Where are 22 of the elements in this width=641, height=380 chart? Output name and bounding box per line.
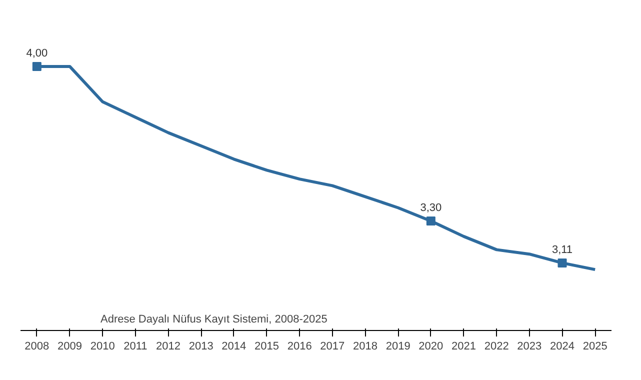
x-tick-label: 2013 <box>188 340 214 352</box>
text: Adrese Dayalı Nüfus Kayıt Sistemi, 2008-2025 <box>100 314 328 326</box>
x-tick-label: 2025 <box>582 340 608 352</box>
x-tick-label: 2017 <box>320 340 345 352</box>
x-tick-label: 2010 <box>90 340 115 352</box>
x-tick-label: 2015 <box>254 340 279 352</box>
data-label: 4,00 <box>26 47 48 60</box>
data-label: 3,30 <box>420 202 442 214</box>
x-tick-label: 2008 <box>24 340 50 352</box>
x-tick-label: 2020 <box>418 340 444 352</box>
x-tick-label: 2014 <box>222 340 246 352</box>
x-tick-label: 2018 <box>353 340 378 352</box>
x-tick-label: 2011 <box>124 340 148 352</box>
x-tick-label: 2016 <box>287 340 312 352</box>
x-tick-label: 2019 <box>386 340 410 352</box>
x-tick-label: 2009 <box>58 340 82 352</box>
x-tick-label: 2022 <box>484 340 509 352</box>
x-tick-label: 2024 <box>550 340 574 352</box>
x-tick-label: 2021 <box>452 340 476 352</box>
x-tick-label: 2012 <box>156 340 180 352</box>
x-tick-label: 2023 <box>517 340 542 352</box>
data-label: 3,11 <box>552 244 573 256</box>
